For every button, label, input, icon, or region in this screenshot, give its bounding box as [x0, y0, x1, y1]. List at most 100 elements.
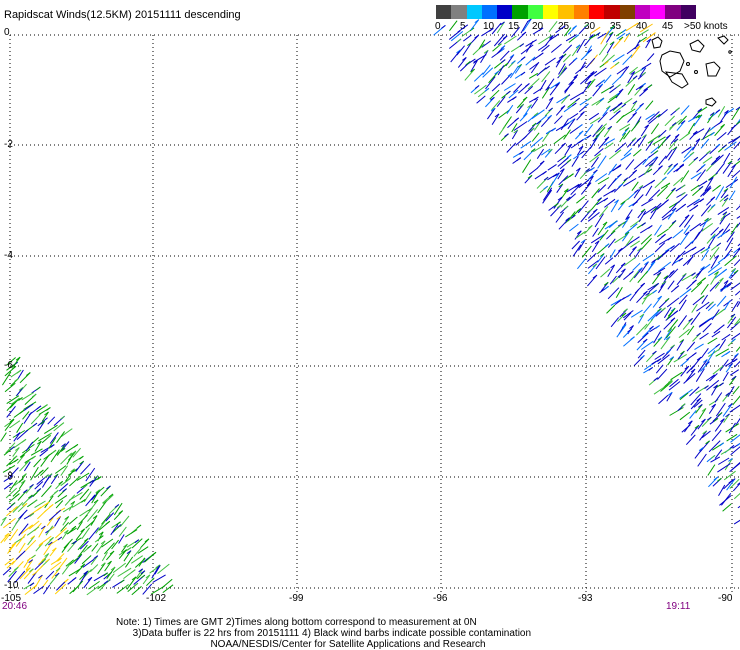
wind-barb [85, 494, 96, 507]
wind-barb [640, 261, 649, 274]
wind-barb [33, 585, 44, 595]
wind-barb-tick [519, 43, 525, 47]
wind-barb [654, 224, 662, 236]
wind-barb-tick [16, 369, 22, 374]
wind-barb [604, 257, 614, 265]
wind-barb-tick [44, 501, 50, 506]
wind-barb [723, 299, 733, 307]
wind-barb [41, 485, 52, 498]
wind-barb [655, 364, 664, 374]
wind-barb-tick [465, 61, 471, 65]
wind-barb [577, 258, 587, 270]
wind-barb [721, 333, 731, 341]
wind-barb [491, 83, 501, 92]
wind-barb-tick [587, 224, 593, 229]
wind-barb [570, 91, 584, 101]
wind-barb-tick [586, 182, 592, 187]
wind-barb [541, 87, 550, 99]
wind-barb [58, 483, 69, 492]
wind-barb [476, 95, 486, 104]
wind-barb [12, 488, 21, 497]
wind-barb [729, 375, 737, 386]
wind-barb [645, 38, 652, 49]
wind-barb-tick [674, 133, 680, 138]
wind-barb [563, 27, 572, 37]
wind-barb [710, 271, 719, 285]
wind-barb-tick [586, 134, 592, 139]
wind-barb-tick [71, 577, 77, 581]
wind-barb-tick [10, 446, 15, 451]
scale-swatch [512, 5, 528, 19]
wind-barb-tick [687, 420, 693, 425]
wind-barb [649, 207, 658, 220]
wind-barb [131, 538, 143, 549]
wind-barb [577, 200, 589, 214]
wind-barb-tick [80, 528, 85, 533]
wind-barb-tick [22, 502, 28, 507]
wind-barb-tick [12, 455, 18, 460]
wind-barb-tick [668, 163, 673, 168]
wind-barb-tick [600, 79, 606, 84]
wind-barb [491, 100, 501, 111]
wind-barb-tick [697, 403, 703, 408]
wind-barb [587, 274, 598, 287]
wind-barb-tick [715, 109, 721, 114]
wind-barb [714, 449, 723, 459]
wind-barb-tick [627, 328, 632, 333]
wind-barb [641, 62, 652, 70]
wind-barb [701, 430, 711, 439]
wind-barb-tick [686, 146, 692, 151]
wind-barb-tick [618, 88, 624, 93]
wind-barb-tick [722, 268, 728, 273]
wind-barb [65, 468, 76, 482]
wind-barb-tick [618, 36, 624, 41]
wind-barb [9, 480, 18, 491]
wind-barb [11, 517, 21, 531]
wind-barb-tick [109, 550, 115, 555]
wind-barb [723, 413, 730, 423]
wind-barb [629, 289, 639, 302]
wind-barb [550, 172, 560, 187]
wind-barb-tick [24, 460, 30, 465]
wind-barb [704, 177, 714, 192]
wind-barb [734, 290, 740, 296]
wind-barb [557, 168, 565, 180]
wind-barb [558, 175, 569, 186]
wind-barb [18, 523, 29, 536]
wind-barb-tick [56, 515, 62, 520]
wind-barb-tick [710, 131, 715, 136]
wind-barb [600, 268, 611, 278]
wind-barb-tick [671, 122, 677, 126]
wind-barb [736, 215, 740, 219]
scale-label: 35 [610, 21, 622, 32]
wind-barb [9, 420, 21, 429]
wind-barb [83, 491, 92, 503]
wind-barb-tick [134, 539, 140, 544]
wind-barb-tick [714, 271, 719, 276]
wind-barb [37, 509, 48, 520]
wind-barb [694, 343, 704, 351]
wind-barb-tick [720, 124, 725, 128]
wind-barb [670, 371, 683, 381]
wind-barb [690, 393, 702, 406]
wind-barb [4, 418, 15, 432]
wind-barb-tick [552, 173, 558, 178]
scale-swatch [634, 5, 651, 19]
wind-barb-tick [709, 112, 715, 116]
wind-barb [488, 70, 500, 84]
wind-barb-tick [704, 385, 709, 390]
wind-barb [597, 111, 608, 123]
wind-barb [75, 528, 86, 541]
wind-barb-tick [561, 155, 567, 160]
wind-barb-tick [548, 97, 554, 101]
wind-barb [485, 76, 496, 90]
wind-barb-tick [653, 150, 659, 155]
wind-barb-tick [13, 506, 18, 510]
wind-barb-tick [572, 57, 578, 62]
wind-barb-tick [36, 488, 42, 492]
wind-barb [616, 324, 627, 338]
wind-barb [609, 275, 617, 285]
wind-barb-tick [62, 488, 67, 493]
wind-barb [42, 584, 51, 595]
wind-barb [162, 584, 174, 593]
